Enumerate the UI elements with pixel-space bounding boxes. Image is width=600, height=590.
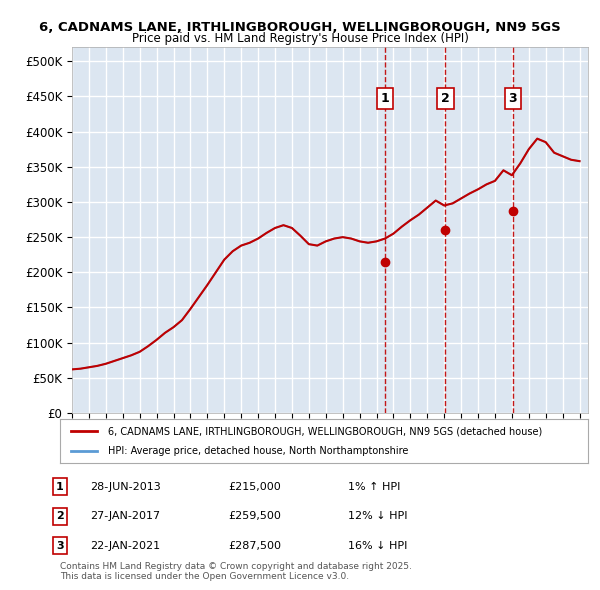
Text: 6, CADNAMS LANE, IRTHLINGBOROUGH, WELLINGBOROUGH, NN9 5GS: 6, CADNAMS LANE, IRTHLINGBOROUGH, WELLIN…: [39, 21, 561, 34]
Text: 16% ↓ HPI: 16% ↓ HPI: [348, 541, 407, 550]
Text: 6, CADNAMS LANE, IRTHLINGBOROUGH, WELLINGBOROUGH, NN9 5GS (detached house): 6, CADNAMS LANE, IRTHLINGBOROUGH, WELLIN…: [107, 427, 542, 436]
Text: 27-JAN-2017: 27-JAN-2017: [90, 512, 160, 521]
Text: 1% ↑ HPI: 1% ↑ HPI: [348, 482, 400, 491]
Text: 1: 1: [56, 482, 64, 491]
Text: 2: 2: [56, 512, 64, 521]
Text: 2: 2: [441, 92, 450, 105]
Text: 3: 3: [509, 92, 517, 105]
Text: £259,500: £259,500: [228, 512, 281, 521]
Text: 12% ↓ HPI: 12% ↓ HPI: [348, 512, 407, 521]
Text: £287,500: £287,500: [228, 541, 281, 550]
Text: £215,000: £215,000: [228, 482, 281, 491]
Text: Price paid vs. HM Land Registry's House Price Index (HPI): Price paid vs. HM Land Registry's House …: [131, 32, 469, 45]
Text: 22-JAN-2021: 22-JAN-2021: [90, 541, 160, 550]
Text: HPI: Average price, detached house, North Northamptonshire: HPI: Average price, detached house, Nort…: [107, 446, 408, 455]
Text: 3: 3: [56, 541, 64, 550]
Text: 1: 1: [380, 92, 389, 105]
Text: 28-JUN-2013: 28-JUN-2013: [90, 482, 161, 491]
Text: Contains HM Land Registry data © Crown copyright and database right 2025.
This d: Contains HM Land Registry data © Crown c…: [60, 562, 412, 581]
